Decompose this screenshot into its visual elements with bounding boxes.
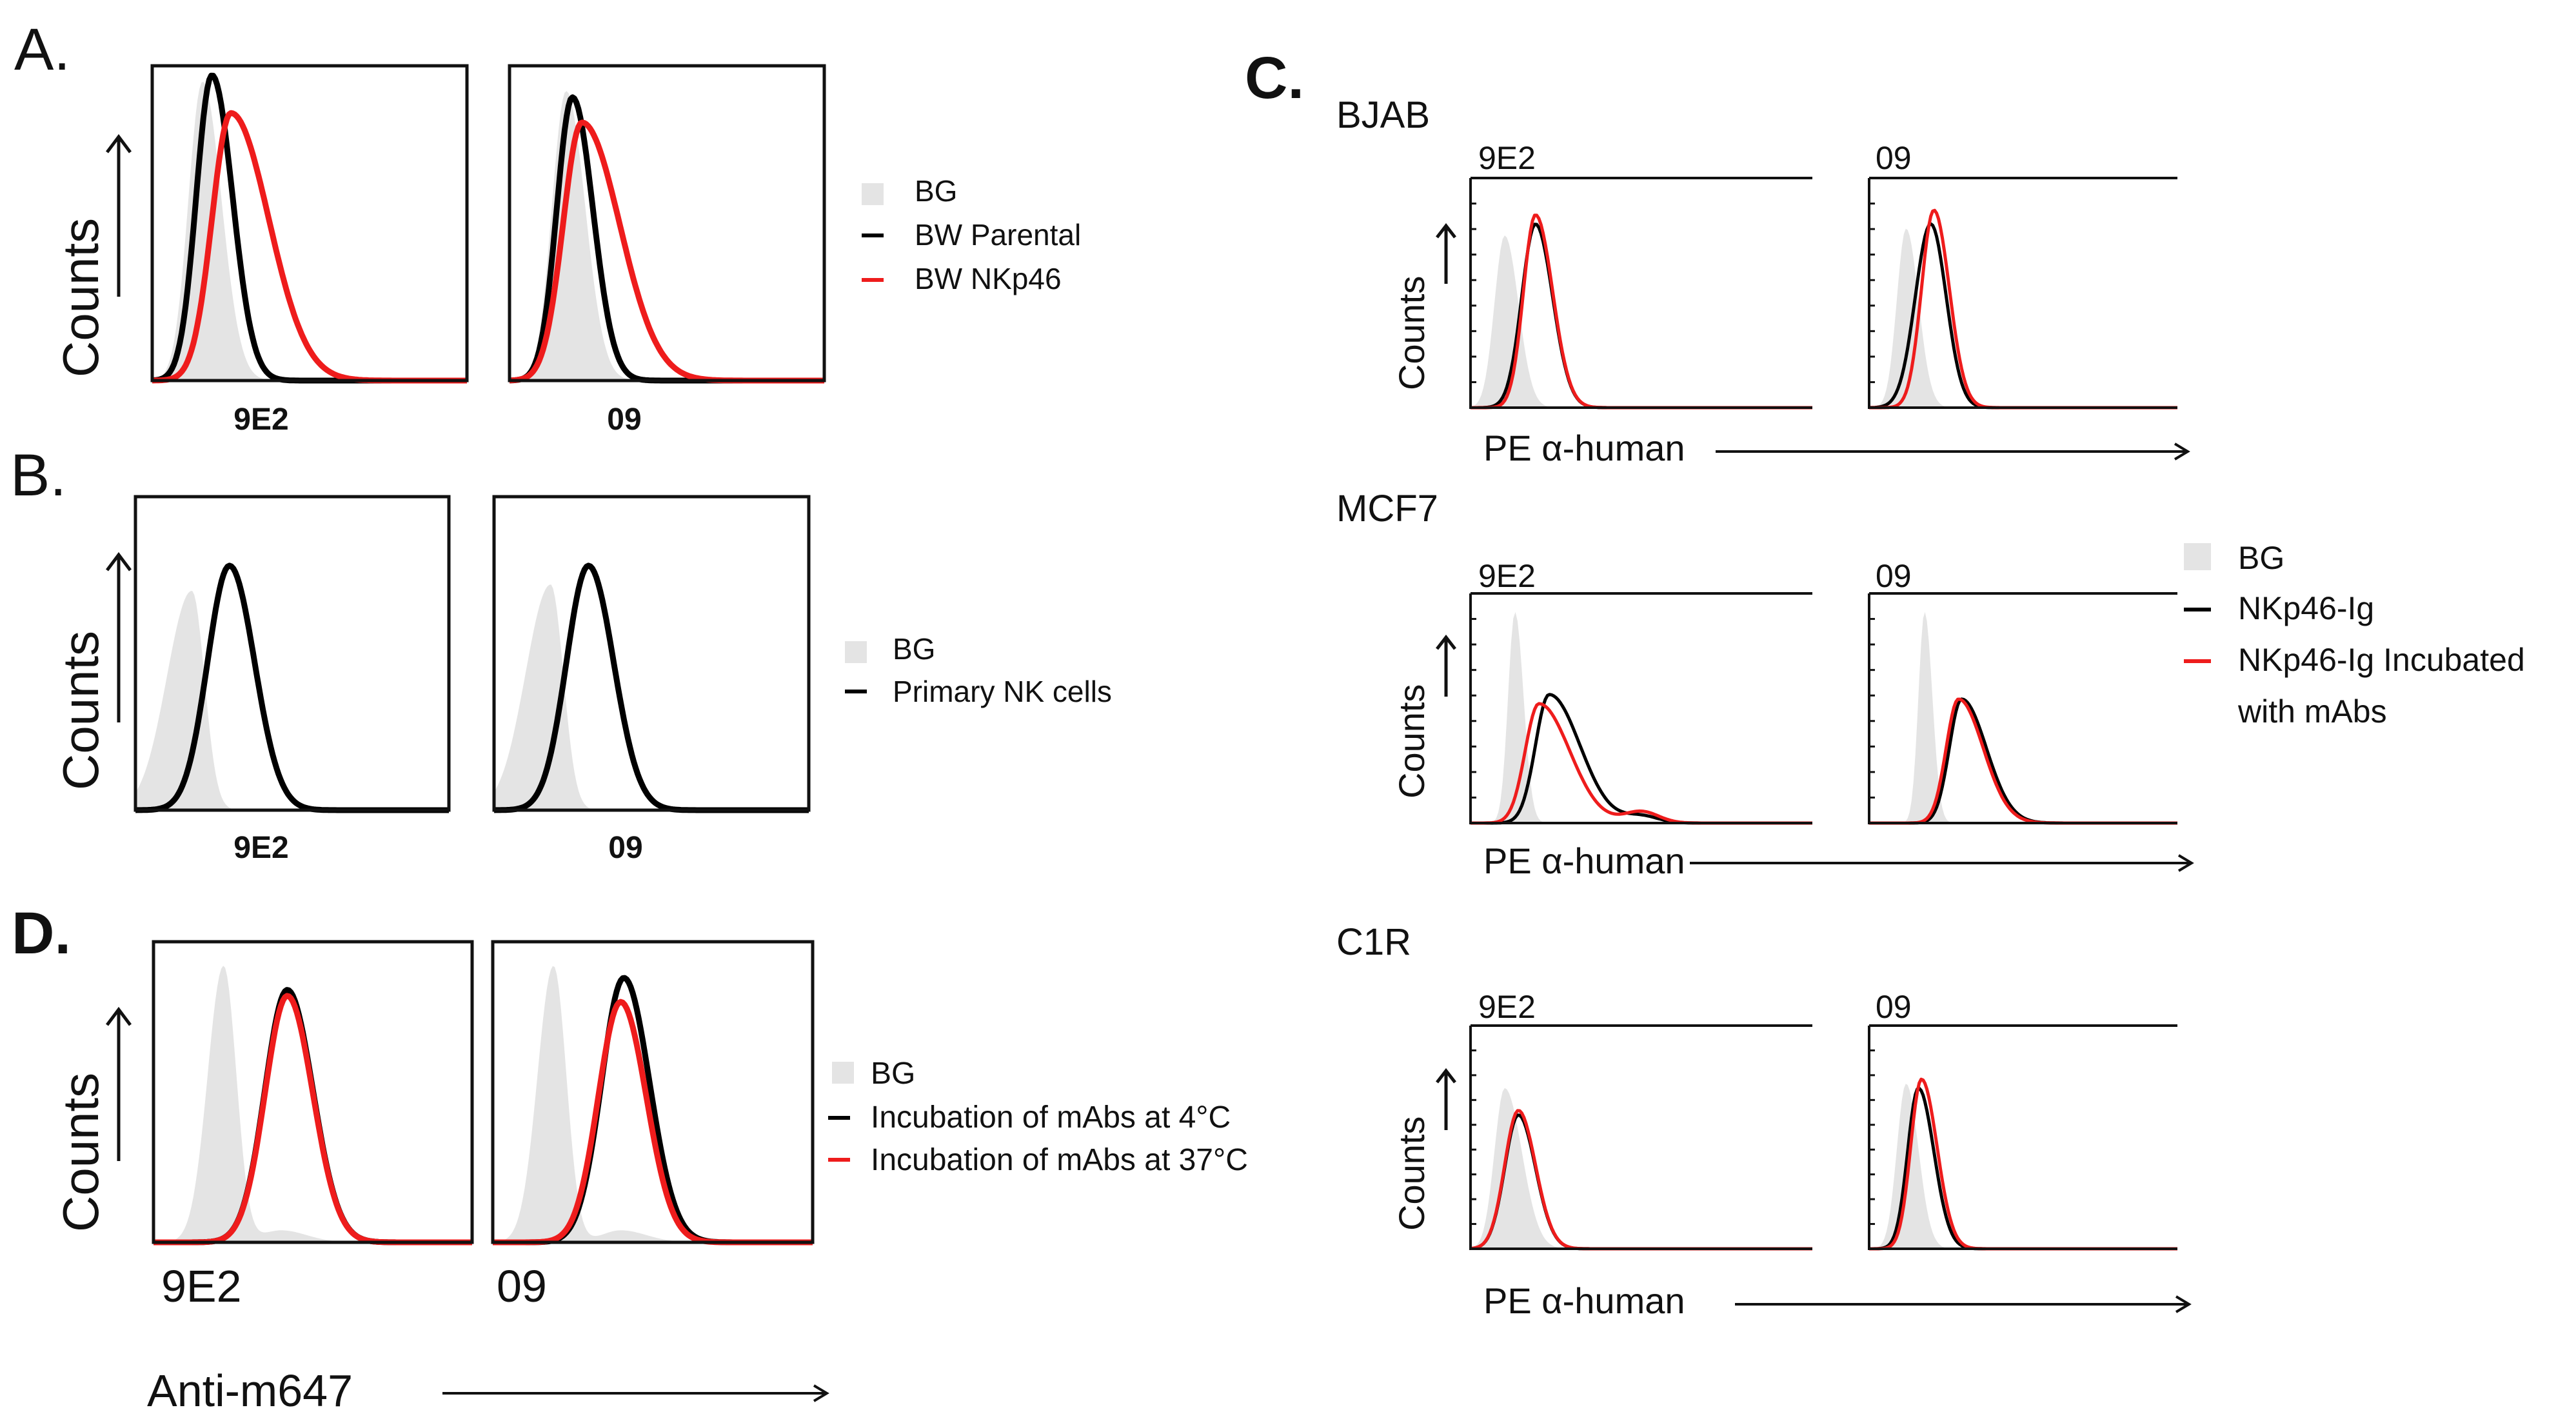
panel-a-letter: A.: [14, 17, 70, 83]
panel-d-plot1-name: 9E2: [161, 1261, 242, 1311]
histogram-c-c1r-9e2: [1469, 1024, 1812, 1251]
panel-b-legend: BG Primary NK cells: [845, 632, 1112, 708]
histogram-b-9e2: [134, 495, 451, 813]
histogram-c-bjab-9e2: [1469, 177, 1812, 410]
panel-c-mcf7-x-arrow: [1690, 854, 2194, 872]
panel-d-xlabel: Anti-m647: [147, 1366, 353, 1416]
legend-d-bg-label: BG: [871, 1057, 915, 1091]
panel-a-legend: BG BW Parental BW NKp46: [862, 174, 1081, 295]
panel-c-c1r-x-arrow: [1735, 1295, 2192, 1313]
series-bg: [493, 966, 813, 1242]
series-bg: [1471, 1088, 1812, 1249]
plot-frame: [150, 64, 469, 383]
panel-c-mcf7-ylabel: Counts: [1391, 684, 1432, 799]
panel-d-y-axis-label: Counts: [52, 1073, 109, 1232]
panel-a-plot2-name: 09: [607, 402, 641, 437]
legend-c-bg-label: BG: [2238, 540, 2284, 576]
series-bg: [1869, 611, 2177, 823]
legend-b-nk-label: Primary NK cells: [893, 675, 1112, 708]
series-bg: [1471, 611, 1812, 823]
panel-d-ylabel: Counts: [52, 1073, 109, 1232]
legend-a-bg-swatch: [862, 183, 884, 205]
panel-c-mcf7-plot2-name: 09: [1876, 558, 1912, 594]
row-label-bjab: BJAB: [1336, 94, 1430, 136]
histogram-c-mcf7-09: [1868, 592, 2177, 825]
legend-d-4c-label: Incubation of mAbs at 4°C: [871, 1100, 1231, 1135]
panel-d-letter: D.: [12, 900, 71, 966]
panel-c-c1r-xlabel: PE α-human: [1483, 1280, 1685, 1321]
row-label-c1r: C1R: [1336, 921, 1411, 963]
histogram-c-bjab-09: [1868, 177, 2177, 410]
histogram-d-9e2: [152, 940, 474, 1246]
legend-c-bg-swatch: [2184, 543, 2211, 570]
series-bg: [154, 966, 472, 1242]
histogram-c-c1r-09: [1868, 1024, 2177, 1251]
series-bg: [152, 81, 467, 381]
panel-c-bjab-ylabel: Counts: [1391, 276, 1432, 390]
panel-a-plot1-name: 9E2: [233, 402, 288, 437]
series-bg: [1869, 228, 2177, 408]
legend-a-bg-label: BG: [915, 174, 957, 208]
legend-d-37c-label: Incubation of mAbs at 37°C: [871, 1143, 1248, 1177]
series-bg: [494, 584, 809, 810]
panel-d-x-arrow: [442, 1384, 829, 1402]
panel-c-bjab-plot1-name: 9E2: [1478, 140, 1536, 176]
plot-frame: [491, 940, 815, 1244]
plot-frame: [134, 495, 451, 812]
histogram-plots: [134, 64, 2177, 1251]
panel-a-ylabel: Counts: [52, 218, 109, 377]
series-bg: [1869, 1084, 2177, 1249]
legend-c-ig-label: NKp46-Ig: [2238, 590, 2374, 626]
legend-a-parental-label: BW Parental: [915, 218, 1081, 252]
panel-c-legend: BG NKp46-Ig NKp46-Ig Incubated with mAbs: [2184, 540, 2525, 730]
legend-d-bg-swatch: [832, 1062, 854, 1084]
panel-c-c1r-plot1-name: 9E2: [1478, 989, 1536, 1025]
panel-c-mcf7-xlabel: PE α-human: [1483, 840, 1685, 881]
panel-c-c1r-plot2-name: 09: [1876, 989, 1912, 1025]
histogram-c-mcf7-9e2: [1469, 592, 1812, 825]
panel-b-letter: B.: [10, 442, 66, 508]
panel-c-bjab-plot2-name: 09: [1876, 140, 1912, 176]
panel-d-plot2-name: 09: [497, 1261, 547, 1311]
panel-b-ylabel: Counts: [52, 631, 109, 790]
plot-frame: [508, 64, 826, 383]
panel-c-letter: C.: [1245, 45, 1304, 111]
panel-c-bjab-x-arrow: [1716, 442, 2190, 461]
legend-a-nkp46-label: BW NKp46: [915, 262, 1062, 295]
legend-b-bg-label: BG: [893, 632, 935, 666]
panel-c-c1r-y-arrow: [1436, 1068, 1456, 1130]
series-bg: [510, 91, 824, 381]
histogram-a-9e2: [150, 64, 469, 384]
panel-b-y-axis-label: Counts: [52, 631, 109, 790]
legend-c-incubated-label: NKp46-Ig Incubated: [2238, 642, 2525, 678]
legend-b-bg-swatch: [845, 641, 867, 663]
panel-a-y-axis-label: Counts: [52, 218, 109, 377]
legend-c-incubated-label-2: with mAbs: [2237, 693, 2387, 730]
panel-b-plot1-name: 9E2: [233, 831, 288, 865]
histogram-b-09: [492, 495, 811, 813]
histogram-d-09: [491, 940, 815, 1246]
panel-a-y-arrow: [106, 134, 132, 297]
series-bg: [135, 591, 449, 810]
panel-b-y-arrow: [106, 552, 132, 722]
panel-b-plot2-name: 09: [608, 831, 642, 865]
panel-d-y-arrow: [106, 1006, 132, 1161]
panel-c-c1r-ylabel: Counts: [1391, 1117, 1432, 1231]
plot-frame: [492, 495, 811, 812]
panel-c-mcf7-y-arrow: [1436, 634, 1456, 697]
panel-c-bjab-y-arrow: [1436, 223, 1456, 284]
plot-frame: [152, 940, 474, 1244]
panel-c-bjab-xlabel: PE α-human: [1483, 428, 1685, 468]
row-label-mcf7: MCF7: [1336, 488, 1438, 530]
panel-c-mcf7-plot1-name: 9E2: [1478, 558, 1536, 594]
histogram-a-09: [508, 64, 826, 384]
panel-d-legend: BG Incubation of mAbs at 4°C Incubation …: [828, 1057, 1248, 1177]
